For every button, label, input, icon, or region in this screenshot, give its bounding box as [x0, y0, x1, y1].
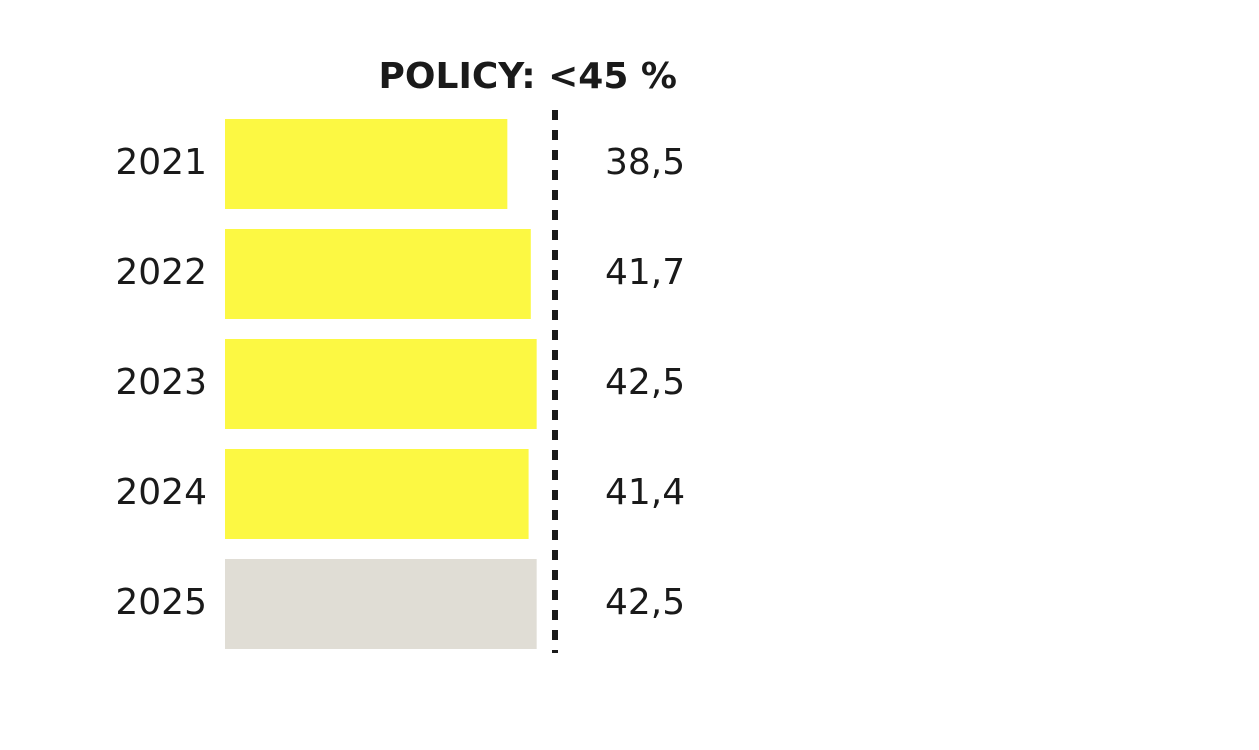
y-tick-label: 2025: [115, 582, 207, 623]
y-tick-label: 2022: [115, 252, 207, 293]
value-label: 41,4: [605, 472, 685, 513]
bar: [225, 119, 508, 209]
policy-label: POLICY: <45 %: [379, 56, 677, 97]
bar: [225, 449, 529, 539]
value-label: 38,5: [605, 142, 685, 183]
y-tick-label: 2021: [115, 142, 207, 183]
value-label: 42,5: [605, 362, 685, 403]
value-label: 42,5: [605, 582, 685, 623]
bar: [225, 229, 531, 319]
y-tick-label: 2024: [115, 472, 207, 513]
bar: [225, 559, 537, 649]
y-tick-label: 2023: [115, 362, 207, 403]
bar: [225, 339, 537, 429]
value-label: 41,7: [605, 252, 685, 293]
